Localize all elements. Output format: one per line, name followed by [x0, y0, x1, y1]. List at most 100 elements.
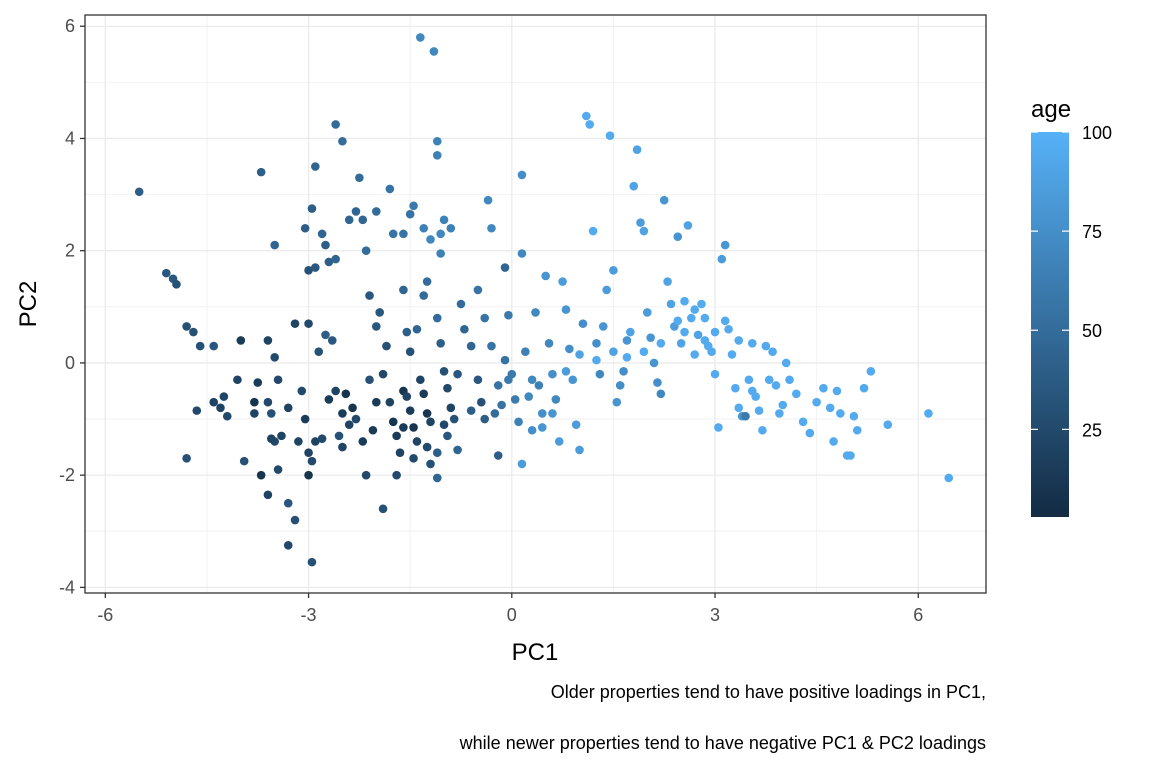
data-point [924, 409, 933, 418]
data-point [446, 223, 456, 233]
data-point [642, 308, 652, 317]
data-point [859, 383, 869, 393]
legend-tick-label: 50 [1082, 321, 1102, 341]
data-point [700, 313, 710, 323]
data-point [419, 223, 429, 233]
data-point [304, 319, 313, 328]
data-point [554, 437, 564, 446]
data-point [673, 316, 683, 326]
data-point [517, 249, 527, 258]
data-point [355, 173, 364, 183]
data-point [432, 313, 442, 323]
data-point [294, 437, 303, 446]
data-point [256, 167, 266, 177]
data-point [277, 431, 286, 441]
data-point [592, 355, 601, 365]
x-tick-label: 0 [507, 605, 517, 625]
data-point [551, 395, 561, 404]
data-point [161, 268, 171, 278]
data-point [426, 459, 435, 469]
data-point [395, 448, 405, 458]
data-point [500, 263, 510, 272]
data-point [307, 204, 317, 213]
data-point [866, 367, 876, 376]
data-point [283, 498, 293, 508]
data-point [402, 327, 412, 337]
data-point [192, 406, 202, 415]
data-point [283, 403, 293, 413]
data-point [273, 375, 283, 385]
data-point [836, 409, 845, 418]
data-point [378, 504, 388, 514]
data-point [466, 406, 476, 415]
x-axis-title: PC1 [512, 639, 559, 666]
data-point [209, 341, 219, 351]
data-point [548, 409, 557, 418]
data-point [626, 327, 635, 337]
data-point [805, 428, 815, 438]
data-point [629, 181, 639, 191]
data-point [426, 235, 435, 244]
data-point [609, 347, 618, 356]
data-point [615, 381, 625, 390]
data-point [334, 431, 344, 441]
data-point [266, 434, 276, 443]
data-point [216, 403, 225, 413]
data-point [327, 336, 337, 345]
data-point [646, 333, 655, 342]
data-point [392, 431, 401, 441]
data-point [477, 397, 486, 407]
data-point [720, 240, 730, 250]
data-point [480, 414, 489, 424]
data-point [724, 324, 733, 334]
data-point [771, 381, 781, 390]
data-point [663, 277, 672, 286]
data-point [250, 409, 259, 418]
data-point [575, 445, 584, 455]
data-point [331, 386, 340, 396]
data-point [365, 291, 374, 300]
data-point [680, 327, 689, 337]
data-point [544, 338, 554, 348]
data-point [358, 437, 368, 446]
data-point [680, 296, 689, 306]
data-point [182, 454, 191, 463]
data-point [358, 215, 368, 225]
data-point [300, 414, 310, 424]
data-point [754, 406, 764, 415]
data-point [443, 431, 452, 441]
data-point [829, 437, 838, 446]
data-point [134, 187, 144, 197]
data-point [707, 347, 716, 356]
data-point [622, 353, 632, 362]
data-point [432, 150, 442, 160]
data-point [253, 378, 263, 387]
data-point [388, 229, 398, 239]
data-point [622, 336, 632, 345]
data-point [422, 277, 432, 286]
data-point [399, 285, 408, 295]
data-point [656, 338, 666, 348]
data-point [846, 451, 855, 460]
data-point [317, 434, 327, 443]
x-axis: -6 -3 0 3 6 [97, 593, 923, 625]
data-point [537, 423, 547, 432]
data-point [548, 369, 557, 379]
data-point [883, 420, 893, 429]
data-point [311, 263, 320, 272]
data-point [524, 392, 534, 401]
data-point [426, 417, 435, 427]
data-point [697, 299, 706, 309]
data-point [636, 218, 645, 227]
data-point [592, 338, 601, 348]
data-point [507, 369, 517, 379]
data-point [348, 403, 357, 413]
data-point [263, 490, 273, 500]
y-tick-label: 4 [65, 128, 75, 148]
data-point [344, 215, 354, 225]
data-point [527, 375, 537, 385]
data-point [514, 417, 523, 427]
data-point [432, 448, 442, 458]
data-point [493, 381, 503, 390]
data-point [290, 515, 300, 525]
